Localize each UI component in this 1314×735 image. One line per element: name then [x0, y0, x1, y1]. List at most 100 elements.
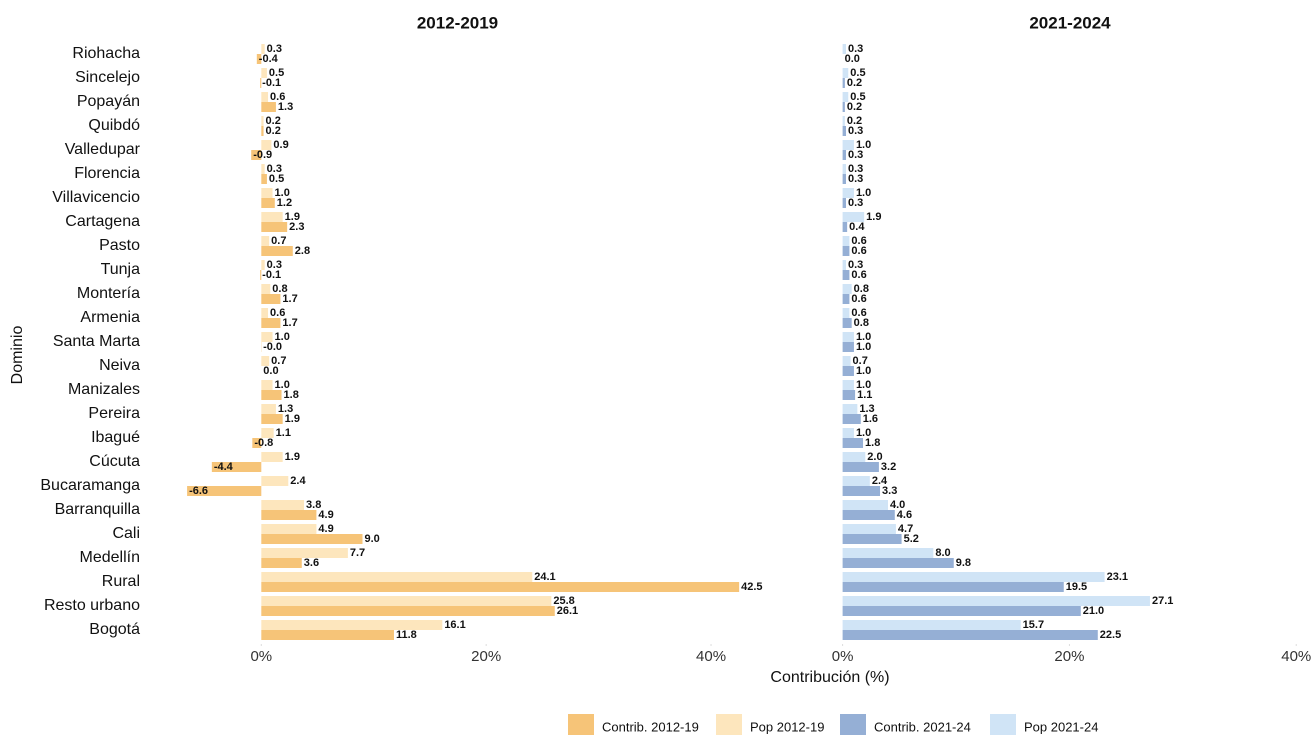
bar: [842, 510, 895, 520]
value-label: 11.8: [396, 629, 417, 641]
y-tick-label: Pasto: [99, 237, 140, 254]
value-label: 4.0: [890, 499, 905, 511]
value-label: 0.5: [269, 173, 284, 185]
value-label: 1.9: [285, 451, 300, 463]
value-label: 1.9: [285, 211, 300, 223]
value-label: 0.7: [271, 355, 286, 367]
panel-title: 2012-2019: [417, 13, 498, 32]
value-label: 1.9: [285, 413, 300, 425]
y-tick-label: Rural: [102, 573, 140, 590]
bar: [842, 198, 847, 208]
bar: [261, 260, 265, 270]
bar: [261, 318, 281, 328]
value-label: 5.2: [904, 533, 919, 545]
value-label: 0.6: [851, 307, 866, 319]
bar: [842, 318, 852, 328]
bar: [842, 524, 896, 534]
value-label: 1.7: [282, 317, 297, 329]
value-label: 1.0: [856, 365, 871, 377]
bar: [261, 174, 267, 184]
value-label: 16.1: [444, 619, 465, 631]
bar: [261, 140, 272, 150]
bar: [842, 236, 850, 246]
value-label: 26.1: [557, 605, 578, 617]
bar: [261, 534, 363, 544]
value-label: 9.8: [956, 557, 971, 569]
y-tick-label: Popayán: [77, 93, 140, 110]
y-tick-label: Resto urbano: [44, 597, 140, 614]
y-tick-label: Santa Marta: [53, 333, 140, 350]
value-label: 21.0: [1083, 605, 1104, 617]
value-label: 9.0: [364, 533, 379, 545]
bar: [842, 308, 850, 318]
bar: [842, 92, 849, 102]
value-label: 0.3: [848, 125, 863, 137]
value-label: 42.5: [741, 581, 762, 593]
value-label: 0.2: [847, 101, 862, 113]
y-tick-label: Villavicencio: [52, 189, 140, 206]
value-label: 3.3: [882, 485, 897, 497]
y-tick-label: Armenia: [80, 309, 140, 326]
x-tick-label: 40%: [1281, 648, 1311, 665]
bar: [261, 630, 394, 640]
value-label: 15.7: [1023, 619, 1044, 631]
y-tick-label: Sincelejo: [75, 69, 140, 86]
bar: [842, 428, 854, 438]
bar: [261, 582, 740, 592]
value-label: 0.3: [848, 259, 863, 271]
bar: [261, 476, 289, 486]
value-label: 0.3: [848, 149, 863, 161]
legend-label: Contrib. 2021-24: [874, 719, 971, 734]
bar: [260, 270, 262, 280]
x-tick-label: 20%: [471, 648, 501, 665]
value-label: 0.5: [850, 67, 865, 79]
bar: [842, 390, 856, 400]
bar: [842, 500, 888, 510]
bar: [261, 606, 555, 616]
bar: [842, 212, 865, 222]
value-label: 27.1: [1152, 595, 1173, 607]
value-label: 1.8: [284, 389, 299, 401]
bar: [842, 366, 854, 376]
value-label: 4.9: [318, 509, 333, 521]
y-tick-label: Florencia: [74, 165, 140, 182]
bar: [261, 572, 533, 582]
value-label: 0.3: [848, 43, 863, 55]
bar: [842, 332, 854, 342]
bar: [842, 342, 854, 352]
value-label: 0.6: [851, 269, 866, 281]
bar: [261, 452, 283, 462]
bar: [261, 500, 305, 510]
bar: [261, 44, 265, 54]
value-label: 3.2: [881, 461, 896, 473]
value-label: 0.5: [850, 91, 865, 103]
value-label: 1.3: [278, 403, 293, 415]
value-label: 0.5: [269, 67, 284, 79]
value-label: 1.0: [856, 331, 871, 343]
bar: [842, 140, 854, 150]
bar: [211, 462, 262, 472]
y-tick-label: Cali: [112, 525, 140, 542]
bar: [252, 438, 262, 448]
bar: [261, 524, 317, 534]
bar: [261, 428, 274, 438]
value-label: 3.8: [306, 499, 321, 511]
value-label: 2.0: [867, 451, 882, 463]
bar: [261, 510, 317, 520]
bar: [842, 164, 847, 174]
bar: [842, 150, 847, 160]
x-tick-label: 40%: [696, 648, 726, 665]
bar: [261, 212, 283, 222]
x-tick-label: 0%: [250, 648, 272, 665]
value-label: 1.8: [865, 437, 880, 449]
value-label: -0.1: [262, 269, 281, 281]
bar: [842, 438, 864, 448]
bar: [261, 548, 348, 558]
bar: [261, 284, 271, 294]
value-label: 2.3: [289, 221, 304, 233]
value-label: 0.3: [267, 43, 282, 55]
y-tick-label: Bogotá: [89, 621, 140, 638]
value-label: 1.7: [282, 293, 297, 305]
bar: [842, 558, 954, 568]
value-label: 0.7: [271, 235, 286, 247]
